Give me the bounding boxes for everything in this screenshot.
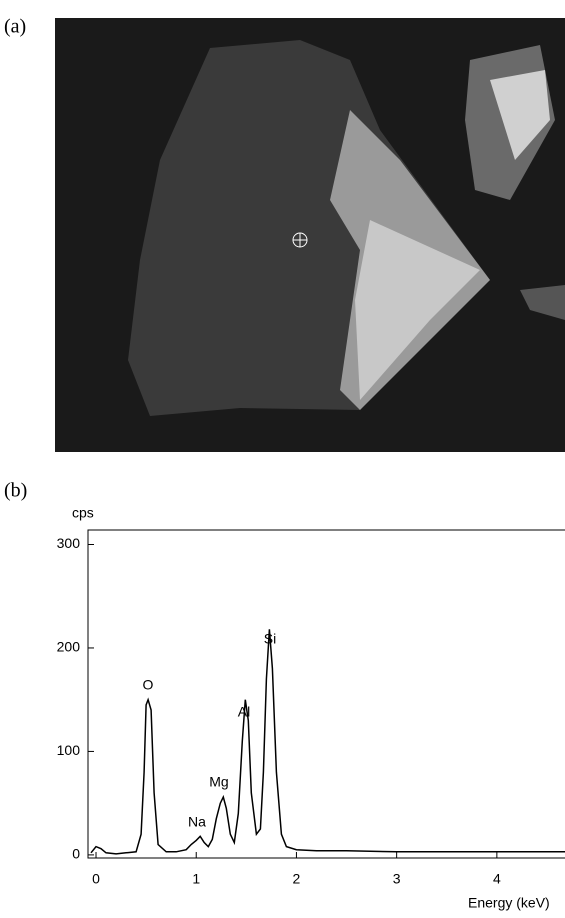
sem-image [55,18,565,452]
x-tick-label: 4 [493,871,501,887]
peak-label: Si [264,631,276,647]
y-axis-label: cps [72,505,94,521]
figure: (a) (b) cps Energy (keV) 0 100 200 300 0 1 2 3 4… [0,0,565,913]
y-tick-label: 100 [57,742,81,758]
peak-label: O [143,677,154,693]
spectrum-line [91,629,565,854]
peak-label: Mg [209,774,228,790]
x-tick-label: 2 [293,871,301,887]
panel-label: (a) [4,16,26,38]
panel-label: (b) [4,480,27,502]
x-tick-label: 3 [393,871,401,887]
peak-label: Na [188,814,206,830]
plot [88,530,565,858]
y-tick-label: 200 [57,639,81,655]
y-tick-label: 0 [72,846,80,862]
peak-label: Al [238,704,250,720]
x-axis-label: Energy (keV) [468,895,550,911]
y-tick-label: 300 [57,535,81,551]
x-tick-label: 1 [192,871,200,887]
x-tick-label: 0 [92,871,100,887]
